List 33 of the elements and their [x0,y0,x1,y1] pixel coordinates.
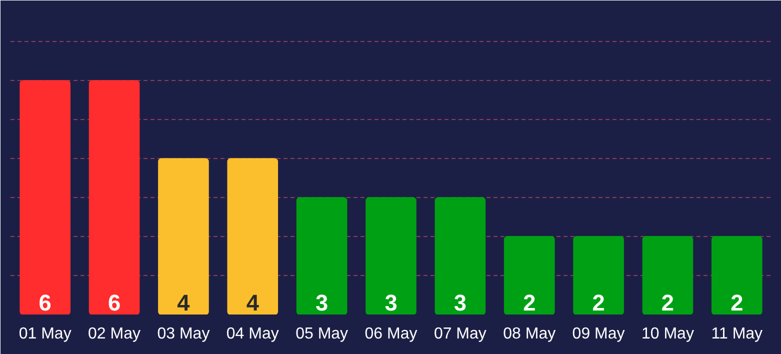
data-label: 2 [730,290,744,316]
x-tick-label: 05 May [296,326,348,342]
data-label: 3 [384,290,398,316]
data-label: 6 [108,290,121,316]
data-label: 3 [454,290,466,316]
bar [504,236,555,314]
bar [712,236,762,314]
x-tick-label: 07 May [434,326,486,342]
bar [573,236,624,314]
data-label: 3 [316,290,328,316]
x-tick-label: 01 May [18,326,72,342]
x-tick-label: 06 May [364,326,418,342]
data-label: 4 [246,290,260,316]
x-tick-label: 03 May [157,326,210,342]
bar [366,197,416,314]
bar [158,158,209,314]
x-tick-label: 02 May [88,326,141,342]
x-tick-label: 04 May [226,326,279,342]
bar [88,80,140,314]
data-label: 4 [177,290,190,316]
x-tick-label: 08 May [503,326,556,342]
data-label: 2 [661,290,674,316]
data-label: 2 [592,290,605,316]
bar [434,197,486,314]
bar [227,158,278,314]
x-tick-label: 09 May [572,326,625,342]
x-tick-label: 10 May [641,326,694,342]
data-label: 6 [38,290,52,316]
data-label: 2 [523,290,536,316]
bar [296,197,348,314]
bar [20,80,70,314]
x-tick-label: 11 May [711,326,763,342]
bar [642,236,694,314]
